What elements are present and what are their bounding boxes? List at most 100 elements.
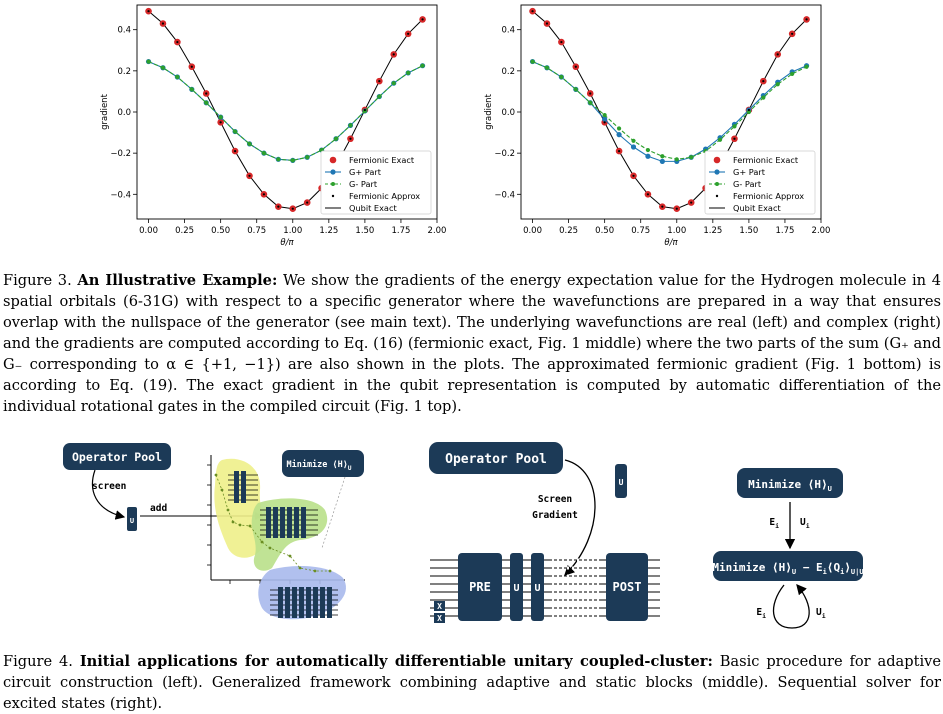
chart-right: 0.00 0.25 0.50 0.75 1.00 1.25 1.50 1.75 2.00 −0.4… bbox=[484, 4, 830, 248]
x-tick-label: 0.75 bbox=[247, 226, 266, 236]
point-fermionic-approx bbox=[690, 201, 693, 204]
point-fermionic-approx bbox=[603, 121, 606, 124]
y-tick-label: 0.2 bbox=[501, 67, 515, 77]
operator-pool-label: Operator Pool bbox=[72, 450, 162, 464]
point-g-plus bbox=[616, 132, 622, 138]
loop-arrow bbox=[772, 584, 810, 629]
point-g-minus bbox=[160, 65, 166, 70]
y-tick-label: 0.0 bbox=[501, 108, 515, 118]
x-tick-label: 1.25 bbox=[319, 226, 338, 236]
y-tick-label: −0.4 bbox=[110, 190, 131, 200]
u-block-2-label: U bbox=[534, 583, 540, 594]
u-label-top: Ui bbox=[800, 517, 810, 530]
legend-marker bbox=[330, 169, 336, 175]
figure4-diagrams: Operator Pool screen U add bbox=[63, 442, 864, 629]
point-fermionic-approx bbox=[791, 32, 794, 35]
point-g-minus bbox=[790, 71, 795, 77]
point-g-minus bbox=[746, 109, 751, 115]
screen-arrow bbox=[91, 469, 126, 520]
point-g-minus bbox=[616, 126, 622, 131]
point-fermionic-approx bbox=[545, 22, 549, 25]
point-fermionic-approx bbox=[574, 65, 577, 68]
legend-box bbox=[320, 150, 432, 215]
figure3-caption-body: We show the gradients of the energy expe… bbox=[3, 272, 942, 415]
e-label-top: Ei bbox=[769, 517, 779, 530]
point-g-minus bbox=[406, 70, 411, 76]
u-block-label: U bbox=[130, 517, 134, 525]
point-fermionic-approx bbox=[632, 174, 635, 177]
figure4-caption: Figure 4. Initial applications for autom… bbox=[3, 651, 941, 714]
u-block-1-label: U bbox=[513, 583, 519, 594]
point-fermionic-approx bbox=[421, 18, 424, 21]
y-tick-label: −0.2 bbox=[494, 149, 515, 159]
legend-label: Qubit Exact bbox=[733, 203, 781, 213]
screen-gradient-label-2: Gradient bbox=[532, 510, 578, 521]
point-fermionic-approx bbox=[161, 22, 165, 25]
point-fermionic-approx bbox=[733, 137, 736, 140]
legend-marker bbox=[715, 182, 719, 186]
point-fermionic-approx bbox=[205, 92, 208, 95]
point-fermionic-approx bbox=[531, 10, 534, 13]
point-g-minus bbox=[775, 82, 780, 87]
point-g-minus bbox=[377, 94, 382, 99]
legend-marker bbox=[331, 194, 335, 198]
screen-label: screen bbox=[92, 481, 126, 492]
x-tick-label: 0.00 bbox=[139, 226, 158, 236]
minimize-bottom-box bbox=[713, 551, 863, 581]
point-g-minus bbox=[588, 100, 593, 105]
point-fermionic-approx bbox=[776, 53, 779, 56]
x-tick-label: 1.75 bbox=[391, 226, 410, 236]
screen-gradient-label-1: Screen bbox=[538, 494, 572, 505]
x-tick-label: 1.75 bbox=[775, 226, 794, 236]
mini-plot-trace bbox=[215, 474, 330, 572]
x-tick-label: 0.50 bbox=[211, 226, 230, 236]
minimize-guide bbox=[321, 476, 346, 549]
x-tick-label: 0.25 bbox=[559, 226, 578, 236]
point-fermionic-approx bbox=[762, 80, 765, 83]
y-tick-label: 0.4 bbox=[501, 26, 515, 36]
point-fermionic-approx bbox=[805, 18, 808, 21]
point-g-minus bbox=[348, 123, 353, 128]
figure3-caption: Figure 3. An Illustrative Example: We sh… bbox=[3, 270, 941, 417]
x-axis-label: θ/π bbox=[664, 238, 678, 248]
point-g-minus bbox=[189, 87, 194, 92]
point-fermionic-approx bbox=[349, 137, 352, 140]
series-line-qubit-exact bbox=[532, 10, 807, 210]
pre-block bbox=[458, 553, 502, 621]
add-label: add bbox=[150, 503, 167, 514]
point-fermionic-approx bbox=[277, 205, 280, 208]
y-axis-label: gradient bbox=[484, 93, 494, 129]
point-fermionic-approx bbox=[661, 205, 664, 208]
point-g-minus bbox=[717, 137, 723, 142]
legend-marker bbox=[331, 182, 335, 186]
legend-label: G+ Part bbox=[349, 167, 382, 177]
point-g-minus bbox=[305, 155, 310, 160]
point-fermionic-approx bbox=[407, 32, 410, 35]
y-tick-label: −0.2 bbox=[110, 149, 131, 159]
y-tick-label: −0.4 bbox=[494, 190, 515, 200]
post-label: POST bbox=[613, 580, 642, 594]
series-line-qubit-exact bbox=[148, 10, 423, 210]
point-fermionic-approx bbox=[646, 193, 650, 196]
point-g-minus bbox=[333, 136, 339, 141]
diagram-right: Minimize ⟨H⟩U Ei Ui Minimize ⟨H⟩U − Ei⟨Q… bbox=[712, 468, 864, 629]
figure4-caption-label: Figure 4. bbox=[3, 653, 73, 670]
legend-label: G- Part bbox=[733, 179, 762, 189]
x-gate-1 bbox=[434, 601, 445, 611]
legend-marker bbox=[713, 156, 721, 164]
point-g-minus bbox=[290, 158, 295, 163]
x-gate-2-label: X bbox=[437, 614, 442, 623]
point-fermionic-approx bbox=[291, 207, 294, 210]
y-axis-label: gradient bbox=[100, 93, 110, 129]
legend-marker bbox=[714, 169, 720, 175]
point-g-minus bbox=[544, 65, 550, 70]
series-line-g-minus bbox=[148, 61, 423, 161]
point-fermionic-approx bbox=[617, 149, 621, 153]
post-block bbox=[606, 553, 648, 621]
point-g-minus bbox=[804, 64, 809, 69]
point-g-plus bbox=[602, 116, 608, 122]
point-g-minus bbox=[674, 157, 679, 162]
point-g-minus bbox=[261, 151, 267, 156]
point-fermionic-approx bbox=[233, 149, 237, 153]
point-g-minus bbox=[420, 63, 425, 68]
